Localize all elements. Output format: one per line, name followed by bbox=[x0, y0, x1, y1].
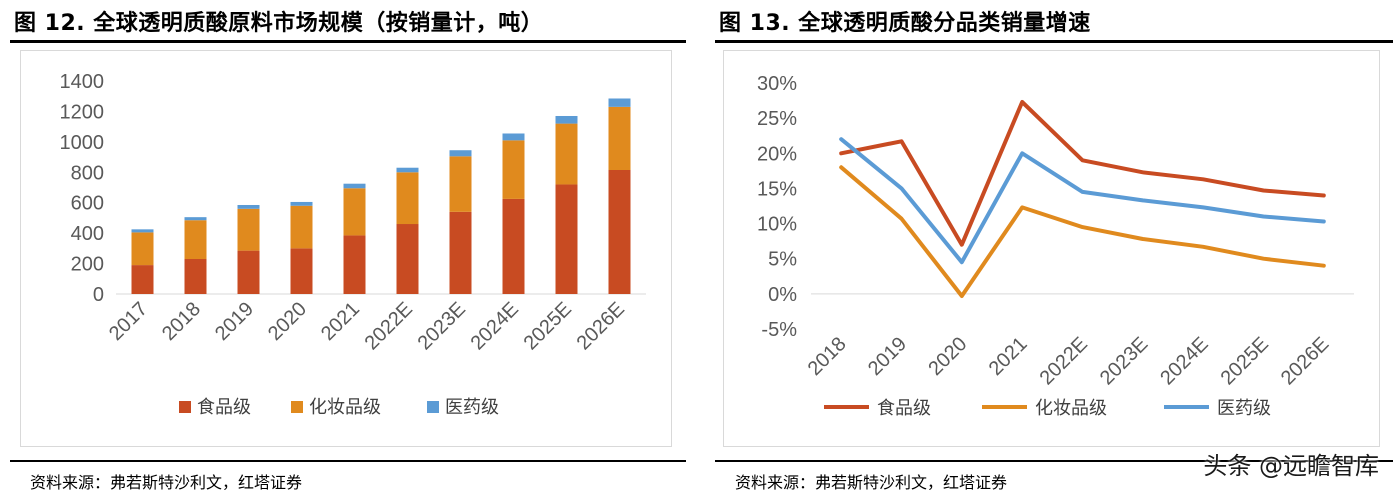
bar-segment bbox=[449, 150, 472, 157]
y-tick-label: 400 bbox=[71, 223, 104, 245]
y-tick-label: 1000 bbox=[60, 132, 105, 154]
x-tick-label: 2019 bbox=[864, 333, 911, 380]
bar-segment bbox=[184, 220, 207, 260]
bar-segment bbox=[396, 224, 419, 294]
left-chart-title: 图 12. 全球透明质酸原料市场规模（按销量计，吨） bbox=[14, 11, 544, 36]
x-tick-label: 2024E bbox=[1156, 333, 1212, 389]
x-tick-label: 2019 bbox=[211, 298, 258, 345]
bar-segment bbox=[396, 167, 419, 173]
watermark: 头条 @远瞻智库 bbox=[1203, 452, 1379, 480]
legend-label: 食品级 bbox=[197, 397, 251, 418]
series-line bbox=[839, 137, 1326, 265]
x-tick-label: 2026E bbox=[573, 298, 629, 354]
bar-segment bbox=[237, 204, 260, 209]
legend-label: 医药级 bbox=[1217, 398, 1271, 419]
x-tick-label: 2024E bbox=[467, 298, 523, 354]
bar-segment bbox=[343, 188, 366, 236]
bar-segment bbox=[449, 156, 472, 212]
right-chart-frame: -5% 0% 5% 10% 15% 20% 25% 30% 2018 2019 2020 2021 20… bbox=[723, 50, 1380, 447]
y-tick-label: 1400 bbox=[60, 71, 105, 93]
line-chart: -5%0%5%10%15%20%25%30%2018 2019 2020 2021 20… bbox=[757, 73, 1354, 419]
x-tick-label: 2025E bbox=[520, 298, 576, 354]
left-source-note: 资料来源：弗若斯特沙利文，红塔证券 bbox=[30, 473, 303, 492]
y-tick-label: 30% bbox=[757, 73, 797, 95]
y-tick-label: 20% bbox=[757, 143, 797, 165]
bar-segment bbox=[449, 211, 472, 294]
x-tick-label: 2020 bbox=[924, 333, 971, 380]
x-tick-label: 2021 bbox=[985, 333, 1032, 380]
x-tick-label: 2022E bbox=[361, 298, 417, 354]
y-tick-label: 5% bbox=[768, 249, 797, 271]
bar-segment bbox=[555, 115, 578, 124]
legend-label: 食品级 bbox=[877, 398, 931, 419]
right-chart-title: 图 13. 全球透明质酸分品类销量增速 bbox=[719, 11, 1091, 36]
legend-label: 医药级 bbox=[445, 397, 499, 418]
y-tick-label: 10% bbox=[757, 214, 797, 236]
bar-segment bbox=[502, 133, 525, 141]
y-tick-label: 0 bbox=[93, 284, 104, 306]
y-tick-label: 600 bbox=[71, 193, 104, 215]
legend-swatch bbox=[291, 401, 303, 413]
legend-label: 化妆品级 bbox=[1035, 398, 1107, 419]
y-tick-label: 15% bbox=[757, 178, 797, 200]
y-tick-label: -5% bbox=[761, 319, 797, 341]
bar-segment bbox=[502, 140, 525, 199]
left-title-rule bbox=[10, 40, 686, 43]
bar-segment bbox=[555, 123, 578, 185]
legend-swatch bbox=[179, 401, 191, 413]
bar-segment bbox=[555, 184, 578, 294]
x-tick-label: 2023E bbox=[414, 298, 470, 354]
bar-segment bbox=[290, 201, 313, 206]
bar-segment bbox=[184, 217, 207, 221]
bar-segment bbox=[131, 229, 154, 233]
x-tick-label: 2017 bbox=[105, 298, 152, 345]
left-panel: 图 12. 全球透明质酸原料市场规模（按销量计，吨） 0 200 400 600 800… bbox=[0, 0, 690, 497]
right-source-note: 资料来源：弗若斯特沙利文，红塔证券 bbox=[735, 473, 1008, 492]
legend-swatch bbox=[427, 401, 439, 413]
x-tick-label: 2023E bbox=[1096, 333, 1152, 389]
x-tick-label: 2025E bbox=[1217, 333, 1273, 389]
bar-segment bbox=[608, 170, 631, 294]
right-title-rule bbox=[715, 40, 1393, 43]
bar-segment bbox=[290, 248, 313, 294]
x-tick-label: 2020 bbox=[264, 298, 311, 345]
x-tick-label: 2022E bbox=[1036, 333, 1092, 389]
y-tick-label: 200 bbox=[71, 254, 104, 276]
bar-segment bbox=[343, 235, 366, 294]
bar-segment bbox=[131, 232, 154, 266]
legend-label: 化妆品级 bbox=[309, 397, 381, 418]
series-line bbox=[839, 165, 1326, 298]
right-panel: 图 13. 全球透明质酸分品类销量增速 -5% 0% 5% 10% 15% 20% 25% 3… bbox=[705, 0, 1397, 497]
bar-segment bbox=[396, 172, 419, 225]
bar-segment bbox=[502, 198, 525, 294]
y-tick-label: 0% bbox=[768, 284, 797, 306]
bar-segment bbox=[131, 265, 154, 294]
x-tick-label: 2018 bbox=[804, 333, 851, 380]
right-source-rule bbox=[715, 460, 1393, 462]
bar-segment bbox=[237, 250, 260, 294]
bar-segment bbox=[343, 183, 366, 189]
bar-segment bbox=[237, 208, 260, 251]
bar-segment bbox=[290, 205, 313, 249]
y-tick-label: 25% bbox=[757, 108, 797, 130]
series-line bbox=[839, 100, 1326, 247]
x-tick-label: 2026E bbox=[1277, 333, 1333, 389]
y-tick-label: 1200 bbox=[60, 101, 105, 123]
bar-segment bbox=[184, 259, 207, 294]
x-tick-label: 2021 bbox=[317, 298, 364, 345]
x-tick-label: 2018 bbox=[158, 298, 205, 345]
bar-segment bbox=[608, 98, 631, 107]
bar-segment bbox=[608, 106, 631, 171]
y-tick-label: 800 bbox=[71, 162, 104, 184]
left-source-rule bbox=[10, 460, 686, 462]
left-chart-frame: 0 200 400 600 800 1000 1200 1400 2017 2018 2019 202… bbox=[20, 50, 672, 447]
